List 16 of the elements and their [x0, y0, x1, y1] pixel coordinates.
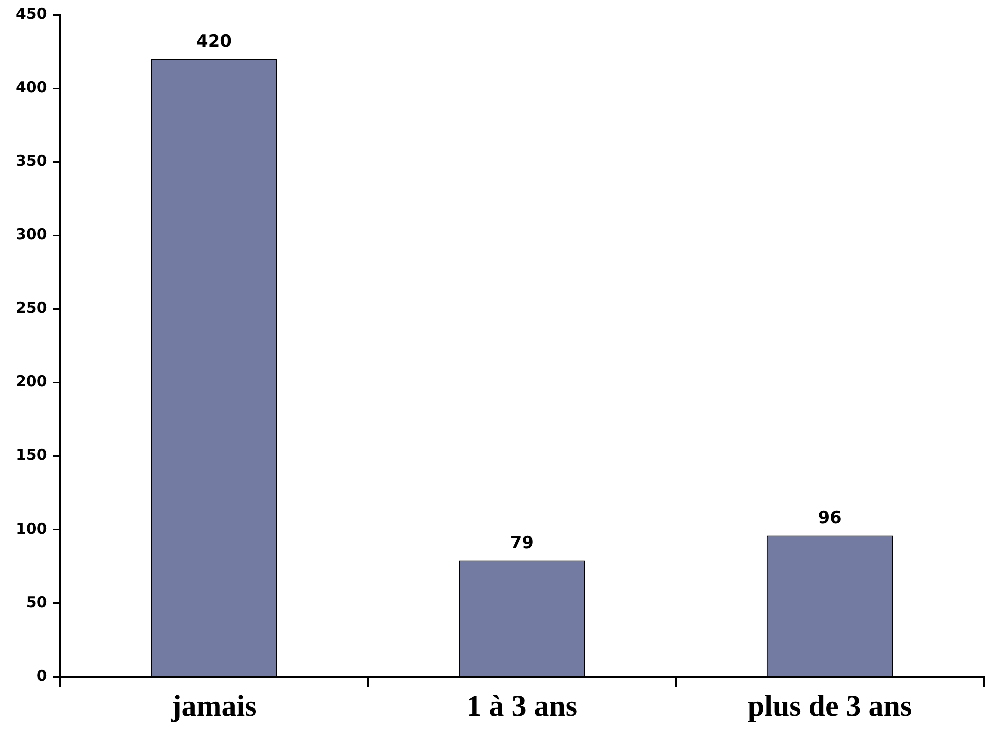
y-tick-label: 200 [16, 372, 48, 391]
y-tick-label: 50 [26, 593, 48, 612]
y-tick-label: 250 [16, 299, 48, 318]
x-tick-label: jamais [170, 690, 257, 723]
y-tick-label: 150 [16, 446, 48, 464]
y-tick-label: 450 [16, 4, 48, 23]
y-tick-label: 300 [16, 226, 48, 244]
y-tick-label: 0 [36, 666, 48, 685]
y-tick-label: 100 [16, 520, 48, 538]
y-tick-label: 400 [16, 78, 48, 96]
x-tick-label: 1 à 3 ans [466, 690, 578, 723]
y-tick-label: 350 [16, 152, 48, 170]
data-label: 420 [196, 32, 232, 52]
data-label: 79 [510, 534, 534, 554]
data-label: 96 [818, 508, 842, 529]
x-tick-label: plus de 3 ans [748, 690, 912, 723]
